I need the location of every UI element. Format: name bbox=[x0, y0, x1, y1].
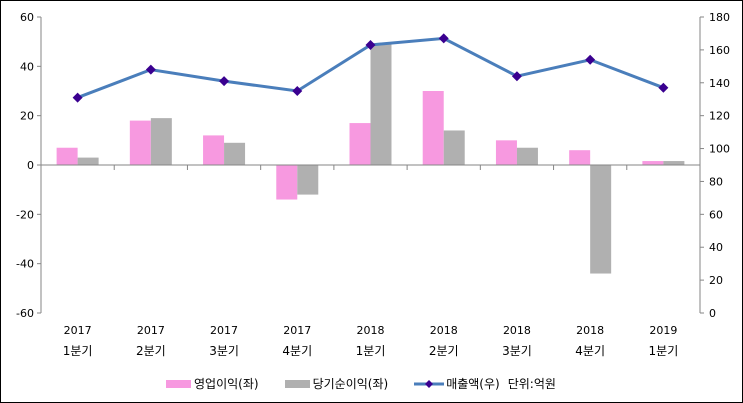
legend-label: 당기순이익(좌) bbox=[312, 377, 389, 391]
legend-item-net-income: 당기순이익(좌) bbox=[284, 375, 389, 392]
bar-net-income bbox=[370, 44, 392, 166]
bar-net-income bbox=[443, 130, 465, 165]
category-year-label: 2018 bbox=[357, 324, 385, 337]
revenue-marker bbox=[511, 71, 522, 82]
bar-operating-profit bbox=[276, 165, 298, 200]
right-tick-label: 0 bbox=[709, 307, 716, 320]
bar-operating-profit bbox=[203, 135, 225, 165]
bar-operating-profit bbox=[569, 150, 591, 165]
left-tick-label: 20 bbox=[20, 110, 34, 123]
legend-swatch-gray bbox=[284, 379, 310, 388]
category-year-label: 2017 bbox=[64, 324, 92, 337]
legend-label: 영업이익(좌) bbox=[194, 377, 259, 391]
category-year-label: 2017 bbox=[137, 324, 165, 337]
bar-operating-profit bbox=[129, 120, 151, 165]
left-tick-label: 0 bbox=[27, 159, 34, 172]
legend: 영업이익(좌) 당기순이익(좌) 매출액(우) 단위:억원 bbox=[166, 375, 556, 392]
bar-net-income bbox=[297, 165, 319, 195]
category-quarter-label: 3분기 bbox=[209, 344, 239, 358]
revenue-marker bbox=[585, 54, 596, 65]
category-quarter-label: 4분기 bbox=[282, 344, 312, 358]
category-year-label: 2019 bbox=[649, 324, 677, 337]
category-quarter-label: 3분기 bbox=[502, 344, 532, 358]
bar-net-income bbox=[224, 142, 246, 165]
bar-net-income bbox=[590, 165, 612, 274]
revenue-marker bbox=[292, 86, 303, 96]
unit-note: 단위:억원 bbox=[507, 377, 556, 391]
right-tick-label: 40 bbox=[709, 241, 723, 254]
left-tick-label: 40 bbox=[20, 60, 34, 73]
legend-item-revenue: 매출액(우) bbox=[414, 375, 500, 392]
legend-line-marker-icon bbox=[414, 379, 445, 388]
category-quarter-label: 1분기 bbox=[356, 344, 386, 358]
category-year-label: 2018 bbox=[576, 324, 604, 337]
left-tick-label: -20 bbox=[16, 208, 34, 221]
right-tick-label: 160 bbox=[709, 44, 730, 57]
left-tick-label: -40 bbox=[16, 258, 34, 271]
category-quarter-label: 2분기 bbox=[429, 344, 459, 358]
category-quarter-label: 1분기 bbox=[649, 344, 679, 358]
right-tick-label: 100 bbox=[709, 143, 730, 156]
bar-net-income bbox=[77, 157, 99, 165]
revenue-marker bbox=[145, 64, 156, 75]
category-year-label: 2018 bbox=[430, 324, 458, 337]
bar-operating-profit bbox=[349, 123, 371, 165]
left-tick-label: -60 bbox=[16, 307, 34, 320]
category-year-label: 2018 bbox=[503, 324, 531, 337]
right-tick-label: 60 bbox=[709, 208, 723, 221]
right-tick-label: 140 bbox=[709, 77, 730, 90]
bar-net-income bbox=[516, 147, 538, 165]
legend-item-operating-profit: 영업이익(좌) bbox=[166, 375, 259, 392]
left-tick-label: 60 bbox=[20, 11, 34, 24]
legend-label: 매출액(우) bbox=[446, 377, 500, 391]
bar-operating-profit bbox=[422, 91, 444, 165]
revenue-marker bbox=[365, 39, 376, 50]
bar-operating-profit bbox=[642, 161, 664, 165]
right-tick-label: 20 bbox=[709, 274, 723, 287]
category-year-label: 2017 bbox=[283, 324, 311, 337]
right-tick-label: 80 bbox=[709, 175, 723, 188]
revenue-marker bbox=[72, 92, 83, 103]
bar-operating-profit bbox=[495, 140, 517, 165]
legend-swatch-pink bbox=[166, 379, 191, 388]
revenue-marker bbox=[219, 76, 230, 87]
right-tick-label: 120 bbox=[709, 110, 730, 123]
bar-operating-profit bbox=[56, 147, 78, 165]
right-tick-label: 180 bbox=[709, 11, 730, 24]
bar-net-income bbox=[150, 118, 172, 165]
category-quarter-label: 4분기 bbox=[575, 344, 605, 358]
bar-net-income bbox=[663, 161, 685, 165]
revenue-marker bbox=[658, 82, 669, 93]
category-quarter-label: 2분기 bbox=[136, 344, 166, 358]
category-quarter-label: 1분기 bbox=[63, 344, 93, 358]
category-year-label: 2017 bbox=[210, 324, 238, 337]
revenue-marker bbox=[438, 33, 449, 44]
